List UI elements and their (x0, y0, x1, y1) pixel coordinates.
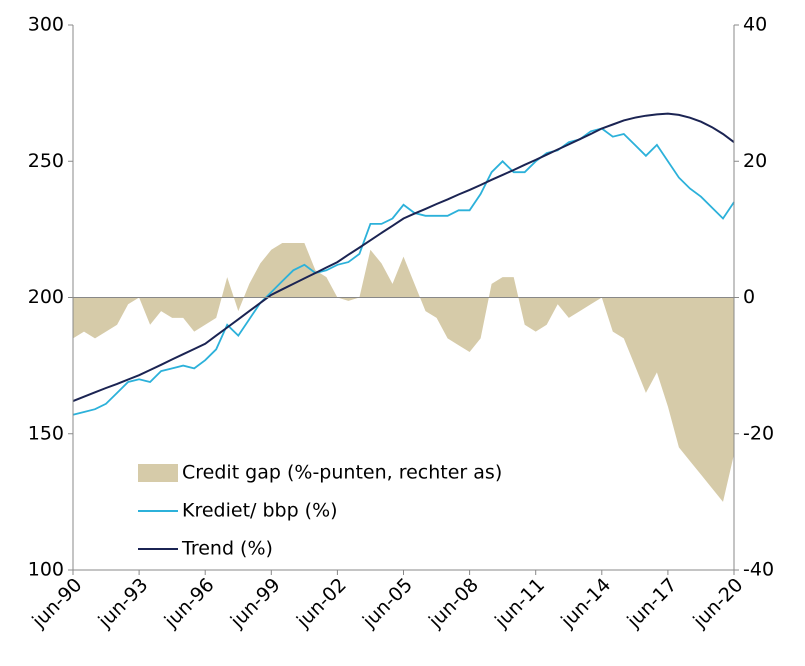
x-tick-label: jun-02 (292, 574, 351, 633)
y2-tick-label: -40 (743, 559, 774, 581)
x-tick-label: jun-96 (160, 574, 219, 633)
legend-label: Credit gap (%-punten, rechter as) (182, 462, 502, 484)
y2-tick-label: 0 (743, 286, 755, 308)
y-tick-label: 300 (28, 14, 64, 36)
legend-label: Krediet/ bbp (%) (182, 500, 338, 522)
credit-gap-area (73, 243, 734, 502)
y2-tick-label: 40 (743, 14, 767, 36)
y2-tick-label: 20 (743, 150, 767, 172)
legend-label: Trend (%) (181, 538, 273, 560)
x-tick-label: jun-11 (490, 574, 549, 633)
x-tick-label: jun-08 (424, 574, 483, 633)
series-line (72, 112, 735, 403)
x-tick-label: jun-05 (358, 574, 417, 633)
y-tick-label: 150 (28, 422, 64, 444)
x-tick-label: jun-93 (94, 574, 153, 633)
series-line (72, 127, 735, 416)
x-tick-label: jun-20 (688, 574, 747, 633)
y-tick-label: 100 (28, 559, 64, 581)
x-tick-label: jun-90 (27, 574, 86, 633)
y-tick-label: 250 (28, 150, 64, 172)
y-tick-label: 200 (28, 286, 64, 308)
x-tick-label: jun-17 (622, 574, 681, 633)
x-tick-label: jun-14 (556, 574, 615, 633)
x-tick-label: jun-99 (226, 574, 285, 633)
legend-swatch (138, 464, 178, 482)
y2-tick-label: -20 (743, 422, 774, 444)
